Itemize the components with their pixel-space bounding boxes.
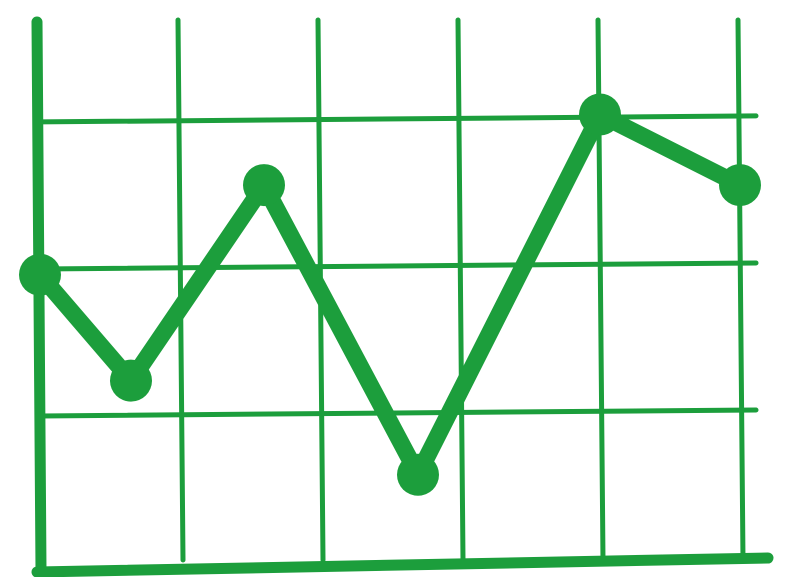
data-point	[579, 93, 621, 136]
grid-line	[37, 407, 759, 419]
grid-line	[175, 17, 186, 563]
grid-line	[37, 113, 759, 125]
grid-line	[735, 17, 746, 563]
grid-line	[37, 260, 759, 272]
data-point	[397, 453, 439, 496]
data-point	[19, 253, 61, 296]
x-axis	[31, 552, 774, 577]
grid-line	[455, 17, 466, 563]
y-axis	[31, 16, 47, 576]
data-point	[110, 359, 152, 402]
data-line	[31, 106, 749, 484]
data-point	[719, 164, 761, 207]
data-point	[243, 164, 285, 207]
